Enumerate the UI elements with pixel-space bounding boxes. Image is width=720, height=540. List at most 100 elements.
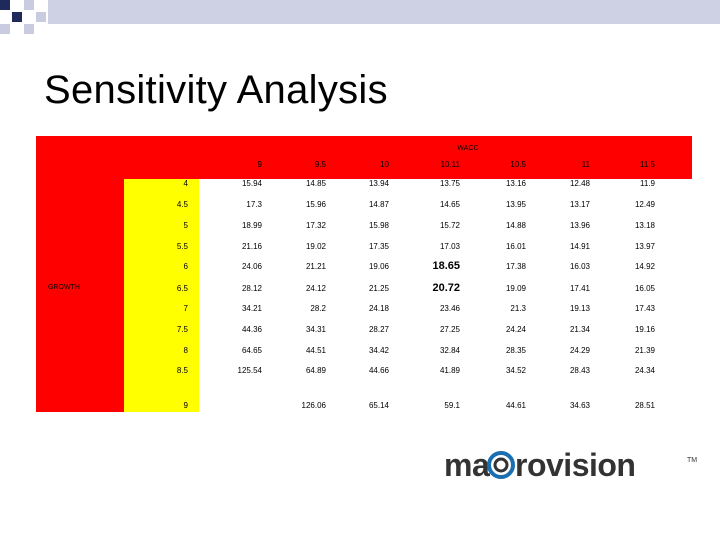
table-cell: 16.01 [505, 242, 526, 251]
table-cell: 125.54 [237, 366, 262, 375]
table-cell: 17.32 [305, 221, 326, 230]
page-title: Sensitivity Analysis [44, 68, 388, 112]
table-cell: 44.61 [505, 401, 526, 410]
table-cell: 19.02 [305, 242, 326, 251]
table-cell: 28.35 [505, 346, 526, 355]
sensitivity-table: WACC GROWTH 9 9.5 10 10.11 10.5 11 11.5 4 15.94 1… [36, 136, 692, 412]
table-cell: 34.63 [569, 401, 590, 410]
table-cell: 13.16 [505, 179, 526, 188]
table-cell: 28.27 [368, 325, 389, 334]
deco-square [24, 24, 34, 34]
table-cell: 13.18 [634, 221, 655, 230]
column-header-wacc: 9.5 [314, 160, 326, 169]
table-cell: 13.75 [439, 179, 460, 188]
table-cell: 17.03 [439, 242, 460, 251]
table-cell: 21.34 [569, 325, 590, 334]
logo-ring-icon [487, 451, 515, 479]
table-cell: 13.97 [634, 242, 655, 251]
table-cell: 28.2 [310, 304, 326, 313]
table-cell: 24.12 [305, 284, 326, 293]
table-cell: 17.41 [569, 284, 590, 293]
table-cell: 15.98 [368, 221, 389, 230]
deco-square [0, 24, 10, 34]
wacc-label: WACC [457, 145, 479, 152]
table-cell: 17.35 [368, 242, 389, 251]
table-cell: 12.48 [569, 179, 590, 188]
table-cell: 59.1 [444, 401, 460, 410]
svg-text:TM: TM [687, 457, 697, 464]
table-cell: 19.06 [368, 262, 389, 271]
logo-wordmark: ma rovision TM [444, 448, 697, 483]
growth-label-column [36, 136, 124, 412]
growth-values-column [124, 179, 199, 412]
table-cell: 15.96 [305, 200, 326, 209]
top-decoration [0, 0, 720, 40]
column-header-wacc: 11.5 [640, 160, 655, 169]
svg-text:rovision: rovision [515, 448, 635, 483]
table-cell: 20.72 [432, 282, 460, 294]
row-header-growth: 9 [183, 401, 188, 410]
table-cell: 24.24 [505, 325, 526, 334]
table-cell: 126.06 [301, 401, 326, 410]
table-cell: 18.65 [432, 260, 460, 272]
row-header-growth: 4 [183, 179, 188, 188]
row-header-growth: 8 [183, 346, 188, 355]
table-cell: 21.25 [368, 284, 389, 293]
row-header-growth: 7 [183, 304, 188, 313]
table-cell: 64.89 [305, 366, 326, 375]
table-cell: 18.99 [241, 221, 262, 230]
table-cell: 44.66 [368, 366, 389, 375]
row-header-growth: 6.5 [176, 284, 188, 293]
deco-square [12, 12, 22, 22]
table-cell: 23.46 [439, 304, 460, 313]
table-cell: 21.16 [241, 242, 262, 251]
table-cell: 34.52 [505, 366, 526, 375]
table-cell: 16.03 [569, 262, 590, 271]
column-header-wacc: 10 [380, 160, 389, 169]
table-cell: 19.13 [569, 304, 590, 313]
row-header-growth: 7.5 [176, 325, 188, 334]
table-cell: 21.39 [634, 346, 655, 355]
deco-square [36, 12, 46, 22]
table-cell: 14.65 [439, 200, 460, 209]
table-cell: 11.9 [640, 179, 655, 188]
table-cell: 41.89 [439, 366, 460, 375]
svg-text:ma: ma [444, 448, 490, 483]
table-cell: 15.72 [439, 221, 460, 230]
wacc-header-band [124, 136, 692, 179]
table-cell: 28.43 [569, 366, 590, 375]
table-cell: 34.42 [368, 346, 389, 355]
table-cell: 28.12 [241, 284, 262, 293]
table-cell: 14.88 [505, 221, 526, 230]
row-header-growth: 6 [183, 262, 188, 271]
table-cell: 15.94 [241, 179, 262, 188]
table-cell: 65.14 [368, 401, 389, 410]
table-cell: 14.85 [305, 179, 326, 188]
row-header-growth: 8.5 [176, 366, 188, 375]
table-cell: 14.87 [368, 200, 389, 209]
table-cell: 64.65 [241, 346, 262, 355]
table-cell: 17.3 [246, 200, 262, 209]
growth-label: GROWTH [48, 284, 80, 291]
row-header-growth: 5 [183, 221, 188, 230]
table-cell: 24.18 [368, 304, 389, 313]
table-cell: 44.36 [241, 325, 262, 334]
row-header-growth: 5.5 [176, 242, 188, 251]
deco-band [48, 0, 720, 24]
table-cell: 34.21 [241, 304, 262, 313]
table-cell: 17.38 [505, 262, 526, 271]
table-cell: 21.3 [510, 304, 526, 313]
deco-square [0, 0, 10, 10]
column-header-wacc: 9 [257, 160, 262, 169]
row-header-growth: 4.5 [176, 200, 188, 209]
table-cell: 24.34 [634, 366, 655, 375]
table-cell: 14.92 [634, 262, 655, 271]
table-cell: 24.29 [569, 346, 590, 355]
table-cell: 32.84 [439, 346, 460, 355]
table-cell: 34.31 [305, 325, 326, 334]
table-cell: 12.49 [634, 200, 655, 209]
table-cell: 28.51 [634, 401, 655, 410]
table-cell: 21.21 [305, 262, 326, 271]
table-cell: 27.25 [439, 325, 460, 334]
column-header-wacc: 11 [581, 160, 590, 169]
